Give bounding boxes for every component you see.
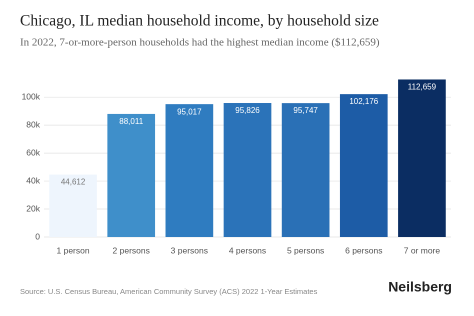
y-tick-label: 60k xyxy=(26,147,40,157)
value-label: 88,011 xyxy=(119,117,143,126)
bar xyxy=(223,103,272,237)
x-tick-label: 3 persons xyxy=(171,245,208,255)
x-tick-label: 4 persons xyxy=(229,245,266,255)
x-tick-label: 7 or more xyxy=(404,245,441,255)
brand: Neilsberg xyxy=(388,279,452,295)
value-label: 102,176 xyxy=(349,97,378,106)
y-tick-label: 40k xyxy=(26,175,40,185)
bar xyxy=(339,94,388,237)
bar xyxy=(398,79,446,237)
y-tick-label: 20k xyxy=(26,203,40,213)
y-tick-label: 100k xyxy=(22,91,41,101)
bar xyxy=(49,174,97,237)
x-tick-label: 6 persons xyxy=(345,245,382,255)
y-tick-label: 80k xyxy=(26,119,40,129)
chart-subtitle: In 2022, 7-or-more-person households had… xyxy=(20,37,380,49)
x-tick-label: 5 persons xyxy=(287,245,324,255)
value-label: 95,826 xyxy=(235,106,260,115)
y-tick-label: 0 xyxy=(35,231,40,241)
value-label: 95,747 xyxy=(293,106,318,115)
source: Source: U.S. Census Bureau, American Com… xyxy=(20,287,318,296)
value-label: 95,017 xyxy=(177,107,202,116)
bar xyxy=(281,103,330,238)
value-label: 44,612 xyxy=(61,178,86,187)
bar xyxy=(107,113,156,237)
value-label: 112,659 xyxy=(408,83,437,92)
x-tick-label: 2 persons xyxy=(113,245,150,255)
x-tick-label: 1 person xyxy=(57,245,90,255)
bar xyxy=(165,104,214,237)
chart-title: Chicago, IL median household income, by … xyxy=(20,13,379,30)
